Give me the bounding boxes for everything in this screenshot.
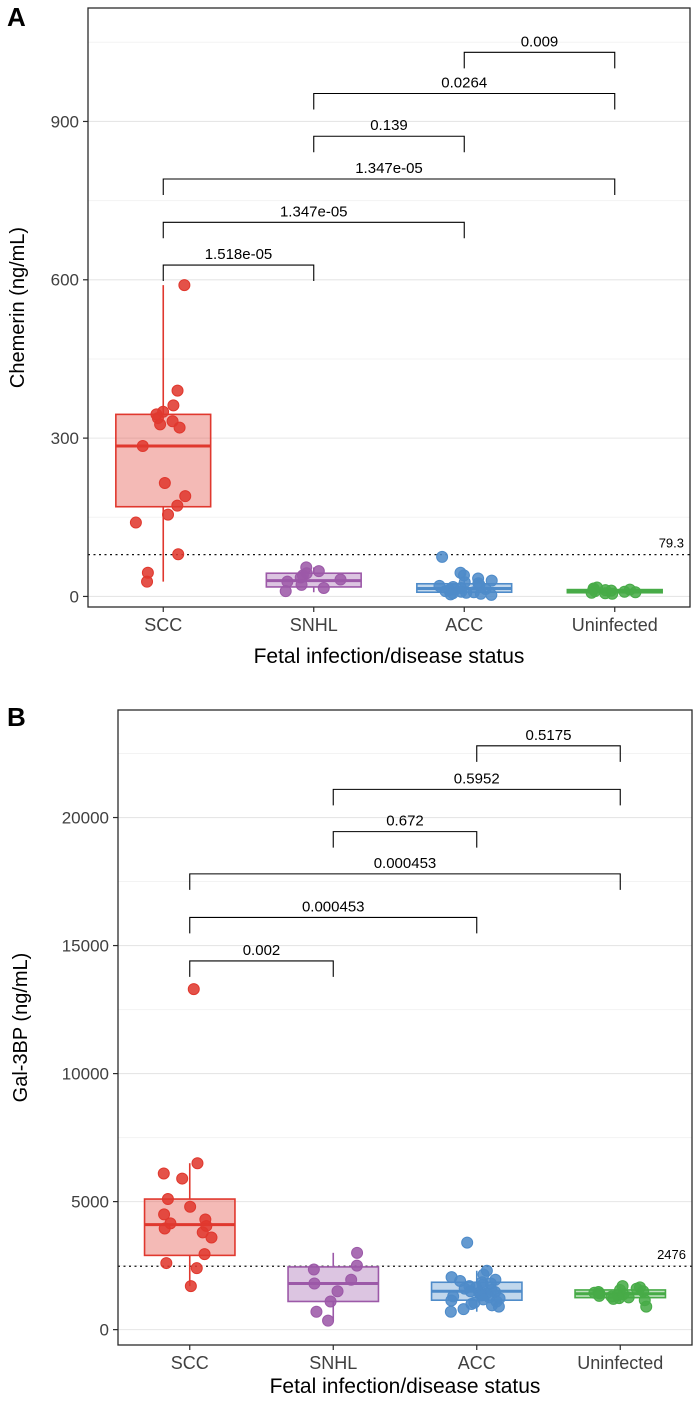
gridlines (118, 753, 692, 1331)
svg-text:0.000453: 0.000453 (302, 898, 365, 915)
svg-text:900: 900 (51, 112, 79, 131)
svg-text:10000: 10000 (62, 1065, 109, 1084)
svg-text:15000: 15000 (62, 937, 109, 956)
x-axis: SCC SNHL ACC Uninfected (144, 607, 658, 635)
svg-text:79.3: 79.3 (659, 536, 684, 551)
svg-text:1.347e-05: 1.347e-05 (355, 160, 423, 177)
svg-text:Uninfected: Uninfected (572, 615, 658, 635)
gridlines (88, 41, 690, 597)
svg-text:5000: 5000 (71, 1193, 109, 1212)
y-axis: 0 5000 10000 15000 20000 (62, 808, 118, 1340)
significance-brackets: 0.009 0.0264 0.139 1.347e-05 1.347e-05 1.518e… (162, 33, 616, 282)
svg-text:SNHL: SNHL (290, 615, 338, 635)
y-axis: 0 300 600 900 (51, 112, 88, 606)
svg-text:ACC: ACC (458, 1353, 496, 1373)
panel-b: B 2476 0 5000 10000 15000 20000 Gal-3BP (ng/mL… (0, 700, 700, 1407)
data-points (129, 279, 642, 601)
reference-line: 2476 (118, 1247, 692, 1267)
x-axis: SCC SNHL ACC Uninfected (171, 1345, 663, 1373)
y-axis-title: Gal-3BP (ng/mL) (10, 953, 32, 1103)
svg-text:0.672: 0.672 (386, 813, 424, 830)
svg-text:0.000453: 0.000453 (374, 855, 437, 872)
box-snhl (287, 1252, 380, 1321)
svg-text:1.347e-05: 1.347e-05 (280, 203, 348, 220)
gal3bp-boxplot-chart: 2476 0 5000 10000 15000 20000 Gal-3BP (ng/mL) S… (10, 709, 693, 1398)
svg-text:0.139: 0.139 (370, 117, 408, 134)
svg-text:SCC: SCC (144, 615, 182, 635)
plot-border (87, 7, 691, 608)
panel-a-label: A (7, 2, 26, 32)
svg-text:600: 600 (51, 271, 79, 290)
svg-text:0.5175: 0.5175 (526, 727, 572, 744)
chemerin-boxplot-chart: 79.3 0 300 600 900 Chemerin (ng/mL) SCC SNHL ACC… (7, 7, 691, 668)
svg-text:ACC: ACC (445, 615, 483, 635)
reference-line: 79.3 (88, 536, 690, 556)
x-axis-title: Fetal infection/disease status (254, 645, 525, 668)
y-axis-title: Chemerin (ng/mL) (7, 227, 29, 388)
panel-a: A 79.3 0 300 600 900 Chemerin (ng/mL) SCC SNHL A… (0, 0, 700, 700)
panel-b-label: B (7, 702, 26, 732)
svg-text:300: 300 (51, 429, 79, 448)
svg-text:0.5952: 0.5952 (454, 770, 500, 787)
svg-text:0.0264: 0.0264 (441, 74, 487, 91)
plot-border (117, 709, 693, 1346)
svg-text:0.002: 0.002 (243, 942, 281, 959)
svg-text:0: 0 (100, 1321, 109, 1340)
svg-text:SCC: SCC (171, 1353, 209, 1373)
svg-text:0: 0 (70, 587, 79, 606)
svg-text:Uninfected: Uninfected (577, 1353, 663, 1373)
x-axis-title: Fetal infection/disease status (270, 1375, 541, 1398)
svg-text:2476: 2476 (657, 1247, 686, 1262)
svg-text:SNHL: SNHL (309, 1353, 357, 1373)
svg-text:0.009: 0.009 (521, 33, 559, 50)
svg-text:1.518e-05: 1.518e-05 (205, 246, 273, 263)
box-scc (115, 285, 212, 582)
data-points (157, 983, 653, 1327)
significance-brackets: 0.5175 0.5952 0.672 0.000453 0.000453 0.002 (189, 727, 621, 977)
svg-text:20000: 20000 (62, 808, 109, 827)
